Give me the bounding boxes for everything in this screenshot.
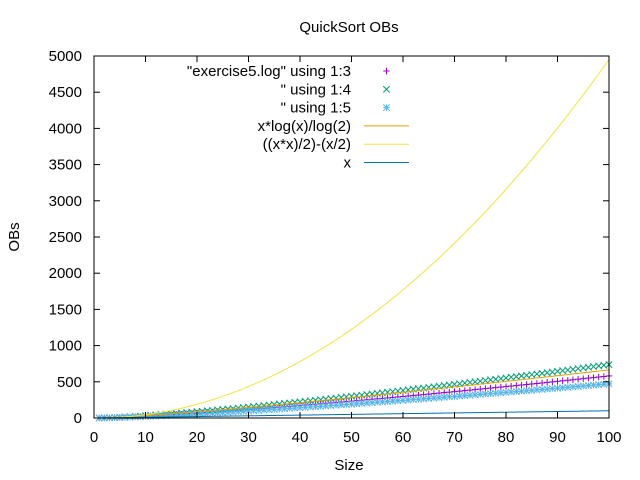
data-point [477,385,484,393]
data-point [580,375,587,382]
data-point [585,374,592,382]
legend-label: " using 1:5 [281,100,351,117]
data-point [590,374,597,381]
y-tick-label: 500 [57,374,82,391]
legend-label: " using 1:4 [281,81,351,98]
y-tick-label: 3000 [49,193,82,210]
series-line [99,59,610,419]
data-point [533,380,541,387]
series-4 [99,59,610,419]
series-2 [95,380,613,422]
y-tick-label: 2000 [49,265,82,282]
data-point [549,378,556,386]
x-axis-label: Size [334,457,363,474]
data-point [600,373,608,380]
x-tick-label: 50 [343,429,360,446]
data-point [559,377,566,384]
plot-frame [93,55,610,419]
x-tick-label: 20 [189,429,206,446]
data-point [544,379,551,386]
series-line [99,410,610,419]
data-point [554,378,561,385]
legend-swatch [382,85,391,93]
series-line [99,369,610,419]
y-tick-label: 3500 [49,157,82,174]
x-tick-label: 90 [549,429,566,446]
y-tick-label: 4500 [49,84,82,101]
plot-series [95,59,613,422]
y-tick-label: 1000 [49,338,82,355]
data-point [518,381,525,389]
data-point [409,396,417,404]
x-tick-label: 40 [292,429,309,446]
data-point [487,384,494,392]
data-point [420,395,428,403]
data-point [528,380,535,388]
data-point [513,382,520,389]
y-tick-label: 2500 [49,229,82,246]
legend-label: x*log(x)/log(2) [258,118,351,135]
x-tick-label: 10 [137,429,154,446]
data-point [569,376,577,383]
data-point [507,382,515,390]
x-tick-label: 70 [446,429,463,446]
x-tick-label: 60 [395,429,412,446]
data-point [574,375,582,383]
data-point [589,381,598,389]
y-tick-label: 0 [74,410,82,427]
legend-swatch [383,67,390,75]
x-tick-label: 100 [596,429,621,446]
data-point [492,384,499,391]
x-tick-label: 30 [240,429,257,446]
legend-label: ((x*x)/2)-(x/2) [263,136,351,153]
y-axis-label: OBs [6,222,23,251]
data-point [538,379,546,387]
legend-swatch [382,104,391,112]
chart-title: QuickSort OBs [299,19,398,36]
x-tick-label: 0 [90,429,98,446]
legend-label: "exercise5.log" using 1:3 [187,63,351,80]
y-tick-label: 5000 [49,48,82,65]
series-5 [99,410,610,419]
data-point [497,383,505,391]
x-tick-label: 80 [498,429,515,446]
data-point [523,381,530,388]
y-tick-label: 4000 [49,120,82,137]
data-point [595,373,602,381]
axis-ticks: 0 10 20 30 40 50 60 70 80 90 100050010001500200025… [49,48,622,446]
y-tick-label: 1500 [49,301,82,318]
data-point [502,383,510,390]
data-point [564,377,571,384]
data-point [363,399,371,407]
legend-label: x [344,155,352,172]
legend: "exercise5.log" using 1:3" using 1:4 " us… [187,63,409,172]
data-point [482,385,489,392]
series-3 [99,369,610,419]
